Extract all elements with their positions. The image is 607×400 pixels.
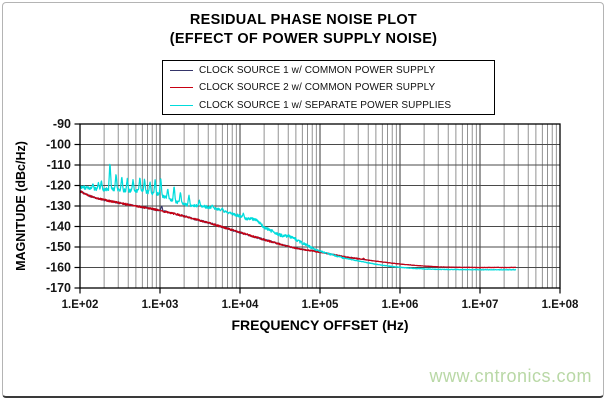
series-line-0 — [79, 190, 517, 269]
x-tick-label: 1.E+05 — [302, 299, 339, 311]
y-tick-label: -120 — [46, 179, 71, 193]
legend-line-swatch — [170, 69, 193, 71]
legend-item: CLOCK SOURCE 2 w/ COMMON POWER SUPPLY — [163, 79, 494, 96]
legend-item: CLOCK SOURCE 1 w/ COMMON POWER SUPPLY — [163, 62, 494, 79]
y-tick-label: -140 — [46, 220, 71, 234]
legend-line-swatch — [170, 87, 193, 88]
y-tick-label: -170 — [46, 281, 71, 295]
watermark: www.cntronics.com — [429, 366, 592, 386]
legend: CLOCK SOURCE 1 w/ COMMON POWER SUPPLY CL… — [162, 60, 495, 115]
series-line-2 — [79, 163, 517, 271]
chart-title: RESIDUAL PHASE NOISE PLOT — [189, 12, 418, 28]
chart-subtitle: (EFFECT OF POWER SUPPLY NOISE) — [169, 31, 438, 47]
y-tick-label: -100 — [46, 138, 71, 152]
series-line-1 — [79, 190, 517, 269]
y-tick-label: -90 — [53, 117, 71, 131]
y-tick-label: -160 — [46, 261, 71, 275]
legend-item-label: CLOCK SOURCE 2 w/ COMMON POWER SUPPLY — [199, 82, 436, 93]
y-tick-label: -130 — [46, 199, 71, 213]
x-axis-title: FREQUENCY OFFSET (Hz) — [231, 317, 409, 333]
x-tick-label: 1.E+08 — [542, 299, 579, 311]
legend-line-swatch — [170, 104, 193, 106]
legend-item-label: CLOCK SOURCE 1 w/ COMMON POWER SUPPLY — [199, 64, 436, 76]
x-tick-label: 1.E+03 — [142, 299, 179, 311]
x-tick-label: 1.E+07 — [462, 299, 499, 311]
legend-item-label: CLOCK SOURCE 1 w/ SEPARATE POWER SUPPLIE… — [199, 99, 452, 111]
x-tick-label: 1.E+06 — [382, 299, 419, 311]
y-axis-title: MAGNITUDE (dBc/Hz) — [14, 141, 28, 271]
x-tick-label: 1.E+04 — [222, 299, 259, 311]
y-tick-label: -110 — [47, 158, 71, 172]
legend-item: CLOCK SOURCE 1 w/ SEPARATE POWER SUPPLIE… — [163, 97, 494, 114]
x-tick-label: 1.E+02 — [62, 299, 99, 311]
y-tick-label: -150 — [46, 240, 71, 254]
